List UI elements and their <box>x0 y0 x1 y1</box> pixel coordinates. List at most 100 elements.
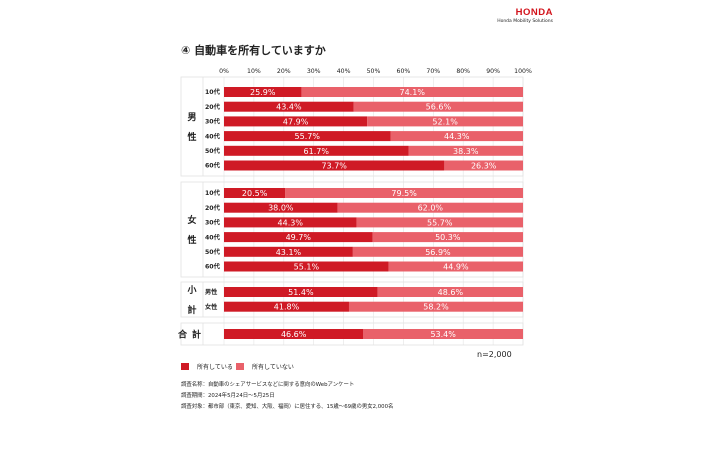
bar-not-owned <box>337 202 523 213</box>
x-tick-label: 30% <box>307 68 321 75</box>
bar-owned <box>224 287 378 297</box>
x-tick-label: 50% <box>367 68 381 75</box>
bar-owned <box>224 217 357 228</box>
bar-not-owned <box>367 116 523 127</box>
data-label-owned: 44.3% <box>278 218 304 227</box>
data-label-not-owned: 38.3% <box>453 147 479 156</box>
data-label-owned: 46.6% <box>281 330 307 339</box>
x-tick-label: 40% <box>337 68 351 75</box>
bar-owned <box>224 145 409 156</box>
data-label-not-owned: 56.9% <box>425 248 451 257</box>
x-tick-label: 10% <box>247 68 261 75</box>
note-period: 調査期間：2024年5月24日～5月25日 <box>181 393 275 399</box>
x-tick-label: 20% <box>277 68 291 75</box>
page-title: ④ 自動車を所有していますか <box>181 44 326 57</box>
bar-owned <box>224 232 373 243</box>
bar-not-owned <box>388 261 523 272</box>
data-label-owned: 43.1% <box>276 248 302 257</box>
bar-owned <box>224 202 338 213</box>
row-label: 男性 <box>205 288 218 296</box>
bar-not-owned <box>353 101 523 112</box>
row-label: 30代 <box>205 219 221 227</box>
data-label-not-owned: 50.3% <box>435 233 461 242</box>
bar-not-owned <box>363 329 523 339</box>
bar-not-owned <box>377 287 523 297</box>
bar-not-owned <box>372 232 523 243</box>
data-label-not-owned: 44.3% <box>444 132 470 141</box>
brand-block: HONDA Honda Mobility Solutions <box>497 8 553 25</box>
x-tick-label: 0% <box>219 68 229 75</box>
data-label-not-owned: 58.2% <box>423 303 449 312</box>
group-box <box>180 281 524 318</box>
bar-not-owned <box>352 246 523 257</box>
data-label-owned: 55.1% <box>294 263 320 272</box>
x-tick-label: 70% <box>426 68 440 75</box>
row-label: 女性 <box>205 303 218 311</box>
group-label: 男性 <box>187 112 196 143</box>
bar-owned <box>224 261 389 272</box>
bar-not-owned <box>301 87 523 97</box>
data-label-owned: 73.7% <box>321 162 347 171</box>
legend-owned-label: 所有している <box>197 364 233 371</box>
data-label-owned: 55.7% <box>295 132 321 141</box>
bar-not-owned <box>390 131 523 142</box>
row-label: 60代 <box>205 162 221 170</box>
bar-owned <box>224 131 391 142</box>
data-label-owned: 38.0% <box>268 204 294 213</box>
bar-owned <box>224 87 302 97</box>
row-label: 30代 <box>205 118 221 126</box>
row-label: 10代 <box>205 189 221 197</box>
bar-not-owned <box>408 145 523 156</box>
honda-logo: HONDA <box>515 7 553 18</box>
note-target: 調査対象：都市部（東京、愛知、大阪、福岡）に居住する、15歳～69歳の男女2,0… <box>181 404 394 410</box>
data-label-owned: 43.4% <box>276 103 302 112</box>
bar-not-owned <box>348 301 523 312</box>
bar-owned <box>224 188 286 198</box>
data-label-not-owned: 44.9% <box>443 263 469 272</box>
legend-not-owned-label: 所有していない <box>252 364 294 371</box>
legend-owned-swatch <box>181 363 189 370</box>
legend-owned: 所有している <box>181 362 233 371</box>
bar-not-owned <box>444 160 523 171</box>
data-label-not-owned: 48.6% <box>438 288 464 297</box>
data-label-not-owned: 79.5% <box>391 189 417 198</box>
bar-not-owned <box>356 217 523 228</box>
data-label-not-owned: 26.3% <box>471 162 497 171</box>
data-label-owned: 61.7% <box>304 147 330 156</box>
bar-owned <box>224 116 368 127</box>
bar-owned <box>224 329 364 339</box>
data-label-owned: 20.5% <box>242 189 268 198</box>
bar-owned <box>224 301 349 312</box>
x-tick-label: 60% <box>397 68 411 75</box>
row-label: 60代 <box>205 263 221 271</box>
group-label: 小計 <box>186 284 196 316</box>
group-label: 女性 <box>187 214 196 246</box>
legend-not-owned: 所有していない <box>236 362 294 371</box>
data-label-not-owned: 56.6% <box>426 103 452 112</box>
row-label: 40代 <box>205 233 221 241</box>
sample-size: n=2,000 <box>477 350 512 359</box>
row-label: 20代 <box>205 204 221 212</box>
group-box <box>180 181 524 278</box>
data-label-owned: 49.7% <box>286 233 312 242</box>
data-label-owned: 41.8% <box>274 303 300 312</box>
brand-subtitle: Honda Mobility Solutions <box>497 19 553 24</box>
survey-notes: 調査名称：自動車のシェアサービスなどに関する意向のWebアンケート 調査期間：2… <box>181 380 393 413</box>
data-label-owned: 25.9% <box>250 88 276 97</box>
group-label: 合計 <box>178 329 206 341</box>
row-label: 50代 <box>205 248 221 256</box>
note-survey-name: 調査名称：自動車のシェアサービスなどに関する意向のWebアンケート <box>181 382 355 388</box>
data-label-not-owned: 74.1% <box>400 88 426 97</box>
bar-owned <box>224 101 354 112</box>
data-label-not-owned: 55.7% <box>427 218 453 227</box>
group-box <box>180 76 524 177</box>
bar-not-owned <box>285 188 523 198</box>
bar-owned <box>224 246 353 257</box>
data-label-owned: 51.4% <box>288 288 314 297</box>
row-label: 40代 <box>205 132 221 140</box>
row-label: 10代 <box>205 88 221 96</box>
row-label: 20代 <box>205 103 221 111</box>
row-label: 50代 <box>205 147 221 155</box>
data-label-not-owned: 53.4% <box>430 330 456 339</box>
